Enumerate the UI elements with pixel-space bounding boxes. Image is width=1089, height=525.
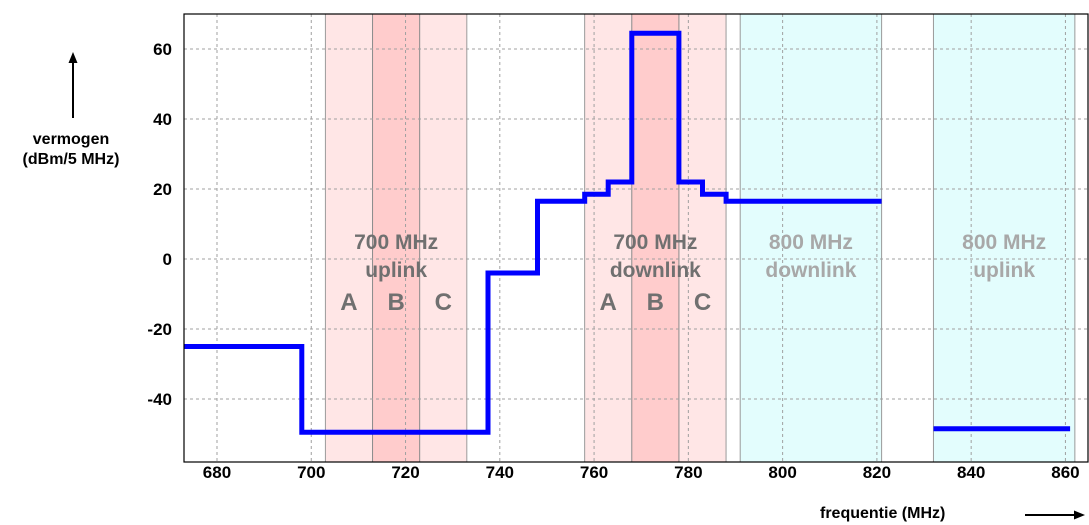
x-arrow-head xyxy=(1074,510,1085,520)
band-0-block-label-B: B xyxy=(387,289,404,316)
x-tick-label-800: 800 xyxy=(768,463,796,482)
tick-labels: 680 700 720 740 760 780 800 820 840 860 60 40 20 0 -20… xyxy=(147,40,1079,482)
series-0-segment-0 xyxy=(184,30,882,435)
y-tick-label-0: 0 xyxy=(163,250,172,269)
x-tick-label-740: 740 xyxy=(486,463,514,482)
axis-arrows xyxy=(68,52,1085,520)
band-labels: 700 MHz uplink A B C 700 MHz downlink A B C 800 MH… xyxy=(340,231,1046,316)
band-3 xyxy=(933,14,1075,462)
y-tick-label-20: 20 xyxy=(153,180,172,199)
band-2-title-line-1: 800 MHz xyxy=(769,231,853,254)
band-0-block-A xyxy=(325,14,373,462)
x-tick-label-760: 760 xyxy=(580,463,608,482)
band-2 xyxy=(740,14,882,462)
y-tick-label--20: -20 xyxy=(147,320,172,339)
band-0-title-line-2: uplink xyxy=(365,259,427,282)
band-0-block-B xyxy=(372,14,420,462)
y-tick-label-40: 40 xyxy=(153,110,172,129)
band-1-title-line-1: 700 MHz xyxy=(613,231,697,254)
y-tick-label--40: -40 xyxy=(147,390,172,409)
band-1-block-label-C: C xyxy=(694,289,711,316)
grid xyxy=(184,14,1089,462)
band-2-title-line-2: downlink xyxy=(765,259,856,282)
band-1-title-line-2: downlink xyxy=(610,259,701,282)
x-tick-label-820: 820 xyxy=(863,463,891,482)
plot-border xyxy=(183,13,1089,463)
power-series xyxy=(184,30,1071,435)
band-0-title-line-1: 700 MHz xyxy=(354,231,438,254)
band-0-block-C xyxy=(419,14,467,462)
x-tick-label-840: 840 xyxy=(957,463,985,482)
plot-frame xyxy=(183,13,1089,463)
y-tick-label-60: 60 xyxy=(153,40,172,59)
y-axis-label-line-2: (dBm/5 MHz) xyxy=(22,151,120,168)
band-1-block-A xyxy=(584,14,632,462)
x-tick-label-700: 700 xyxy=(297,463,325,482)
x-axis-label: frequentie (MHz) xyxy=(820,505,946,522)
band-1-block-label-B: B xyxy=(647,289,664,316)
band-1-block-B xyxy=(631,14,679,462)
frequency-bands xyxy=(324,14,1076,462)
x-tick-label-680: 680 xyxy=(203,463,231,482)
band-0-block-label-A: A xyxy=(340,289,357,316)
band-0-block-label-C: C xyxy=(435,289,452,316)
y-axis-label: vermogen (dBm/5 MHz) xyxy=(0,130,142,170)
x-tick-label-720: 720 xyxy=(391,463,419,482)
x-tick-label-780: 780 xyxy=(674,463,702,482)
y-arrow-head xyxy=(68,52,78,63)
band-3-title-line-1: 800 MHz xyxy=(962,231,1046,254)
band-3-title-line-2: uplink xyxy=(973,259,1035,282)
band-1-block-label-A: A xyxy=(600,289,617,316)
band-1-block-C xyxy=(678,14,727,462)
y-axis-label-line-1: vermogen xyxy=(32,131,110,148)
x-tick-label-860: 860 xyxy=(1051,463,1079,482)
